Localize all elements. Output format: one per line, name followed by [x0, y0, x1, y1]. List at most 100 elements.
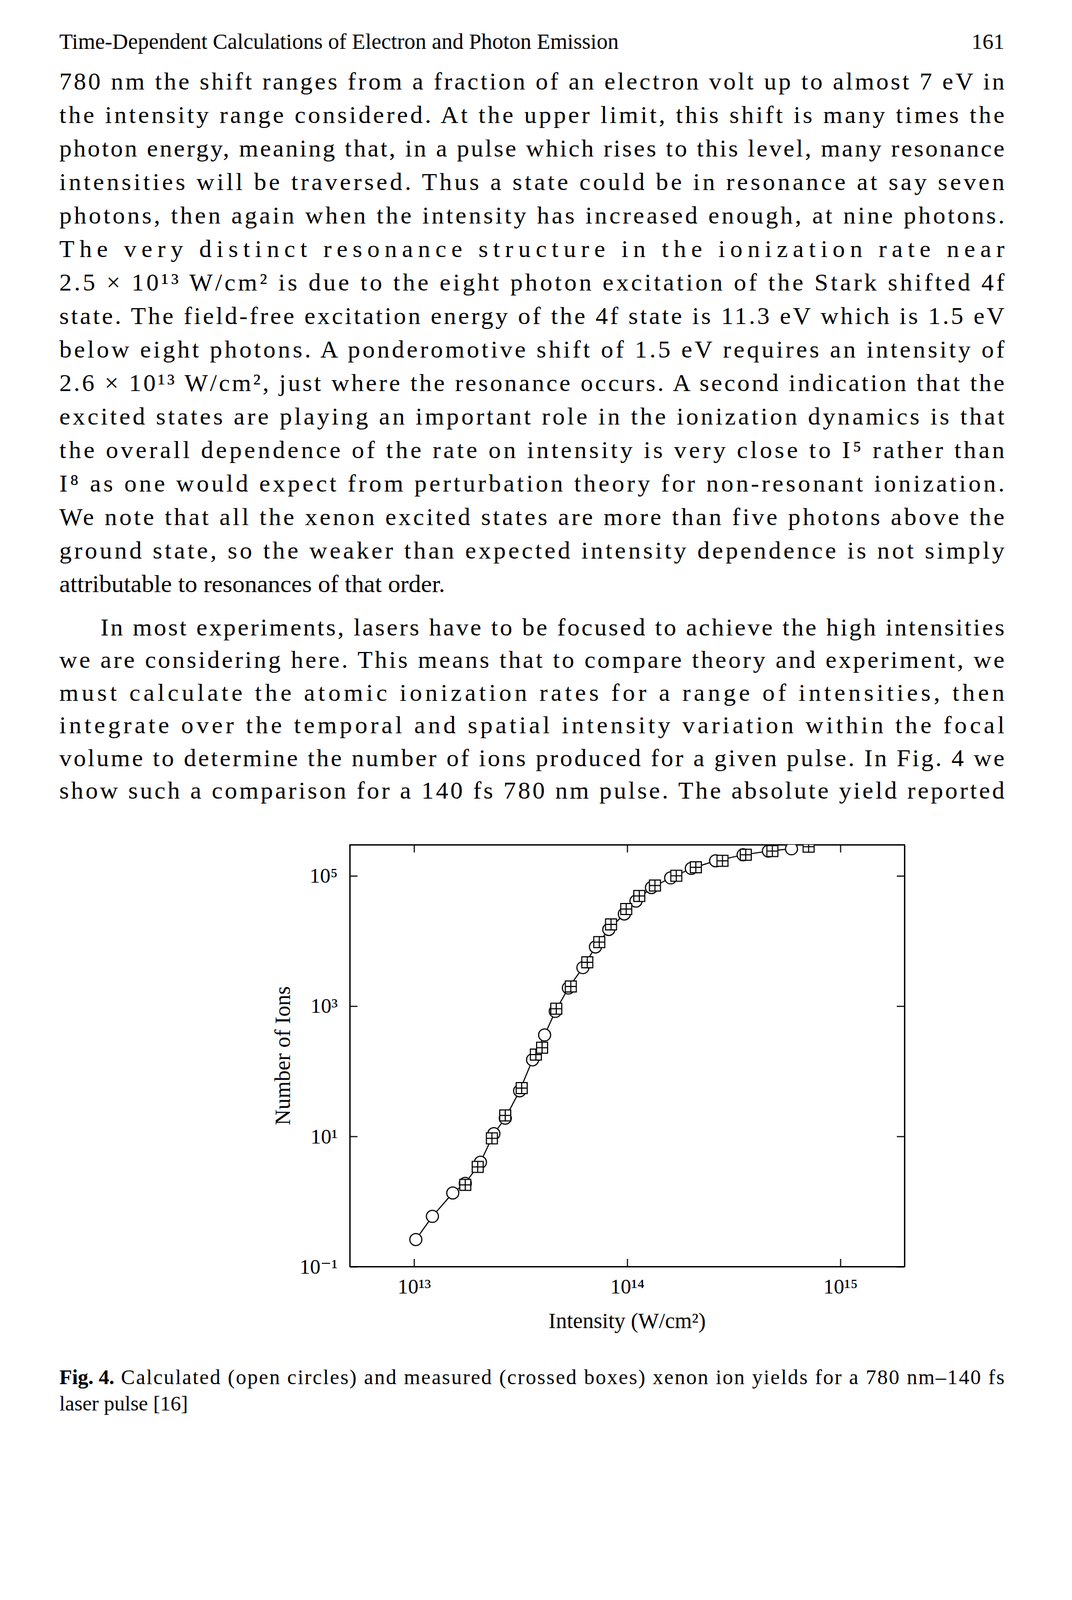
tick: 10¹ — [310, 1124, 358, 1148]
page-number: 161 — [971, 29, 1005, 54]
body-line: must calculate the atomic ionization rat… — [59, 678, 1005, 707]
calculated-point — [538, 1028, 551, 1041]
measured-point — [620, 903, 632, 915]
measured-point — [649, 879, 661, 891]
measured-point — [459, 1179, 471, 1191]
body-line: show such a comparison for a 140 fs 780 … — [59, 776, 1005, 804]
body-line: 2.5 × 10¹³ W/cm² is due to the eight pho… — [59, 268, 1005, 297]
tick-mark — [349, 1135, 358, 1137]
measured-point — [472, 1160, 484, 1172]
caption-line: laser pulse [16] — [59, 1391, 188, 1415]
y-axis-title: Number of Ions — [270, 985, 295, 1125]
measured-point — [605, 918, 617, 930]
calculated-point — [426, 1210, 439, 1223]
tick — [896, 1136, 905, 1137]
measured-point — [499, 1109, 511, 1121]
measured-point — [740, 849, 752, 861]
body-line: the overall dependence of the rate on in… — [59, 436, 1005, 464]
axis-line — [349, 845, 351, 1267]
tick — [896, 1006, 905, 1007]
body-line: volume to determine the number of ions p… — [59, 744, 1005, 772]
body-line: integrate over the temporal and spatial … — [59, 711, 1005, 739]
tick-mark — [627, 844, 629, 853]
series-line — [415, 848, 792, 1239]
tick-mark — [349, 1266, 358, 1268]
running-head: Time-Dependent Calculations of Electron … — [59, 29, 619, 54]
body-line: we are considering here. This means that… — [59, 645, 1005, 674]
plot-frame — [349, 844, 905, 1267]
tick-label: 10¹⁴ — [610, 1274, 645, 1298]
body-line: photon energy, meaning that, in a pulse … — [59, 134, 1005, 163]
tick: 10¹⁵ — [823, 1258, 858, 1298]
tick-label: 10¹³ — [397, 1274, 432, 1298]
calculated-point — [785, 844, 798, 855]
page: Time-Dependent Calculations of Electron … — [0, 0, 1072, 1600]
tick-mark — [896, 875, 905, 877]
measured-point — [717, 855, 729, 867]
axis-line — [904, 845, 906, 1267]
body-line: excited states are playing an important … — [59, 402, 1005, 431]
y-axis-right — [896, 845, 906, 1267]
plot-area — [409, 844, 814, 1246]
body-line: We note that all the xenon excited state… — [59, 503, 1005, 531]
tick-mark — [413, 844, 415, 853]
y-axis: 10⁻¹ 10¹ 10³ 10⁵ — [299, 845, 358, 1278]
tick — [896, 875, 905, 877]
tick-label: 10⁵ — [309, 863, 338, 887]
x-axis: 10¹³ 10¹⁴ 10¹⁵ — [350, 1258, 906, 1298]
body-line: In most experiments, lasers have to be f… — [100, 613, 1005, 641]
tick: 10¹³ — [397, 1258, 432, 1298]
body-line: ground state, so the weaker than expecte… — [59, 536, 1005, 565]
measured-point — [550, 1003, 562, 1015]
chart: 10¹³ 10¹⁴ 10¹⁵ 10⁻¹ 10¹ 10³ 10⁵ Intensity (W/cm… — [270, 841, 906, 1333]
measured-point — [690, 861, 702, 873]
tick: 10³ — [310, 994, 358, 1018]
tick-mark — [349, 1005, 358, 1007]
measured-point — [670, 870, 682, 882]
tick-label: 10³ — [310, 994, 338, 1018]
tick-mark — [896, 1135, 905, 1137]
tick-label: 10¹ — [310, 1124, 338, 1148]
caption-label: Fig. 4. — [59, 1365, 115, 1389]
tick-mark — [840, 844, 842, 853]
calculated-point — [409, 1233, 422, 1246]
measured-point — [766, 845, 778, 857]
body-line: I⁸ as one would expect from perturbation… — [59, 469, 1005, 498]
tick: 10⁻¹ — [299, 1254, 358, 1278]
body-line: The very distinct resonance structure in… — [59, 235, 1005, 263]
x-axis-top — [350, 844, 906, 853]
body-line: photons, then again when the intensity h… — [59, 201, 1005, 230]
measured-point — [565, 980, 577, 992]
tick-mark — [896, 1266, 905, 1268]
measured-point — [581, 956, 593, 968]
body-line: intensities will be traversed. Thus a st… — [59, 168, 1005, 196]
tick-mark — [349, 875, 358, 877]
measured-point — [633, 890, 645, 902]
measured-point — [593, 936, 605, 948]
x-axis-title: Intensity (W/cm²) — [548, 1308, 706, 1333]
body-line: 780 nm the shift ranges from a fraction … — [59, 67, 1005, 96]
tick-mark — [896, 1005, 905, 1007]
body-line: below eight photons. A ponderomotive shi… — [59, 335, 1005, 364]
caption-line: Calculated (open circles) and measured (… — [120, 1365, 1005, 1389]
tick — [896, 1266, 905, 1267]
tick-mark — [840, 1258, 842, 1267]
tick-label: 10¹⁵ — [823, 1274, 858, 1298]
measured-point — [516, 1082, 528, 1094]
tick-label: 10⁻¹ — [299, 1254, 338, 1278]
body-line: 2.6 × 10¹³ W/cm², just where the resonan… — [59, 369, 1005, 397]
tick — [627, 844, 628, 853]
body-line: attributable to resonances of that order… — [59, 570, 445, 598]
measured-point — [536, 1041, 548, 1053]
tick: 10⁵ — [309, 863, 358, 887]
calculated-point — [446, 1186, 459, 1199]
measured-point — [802, 844, 814, 853]
tick — [840, 844, 841, 853]
measured-point — [486, 1132, 498, 1144]
tick: 10¹⁴ — [610, 1258, 645, 1298]
tick-mark — [627, 1258, 629, 1267]
tick-mark — [413, 1258, 415, 1267]
body-line: the intensity range considered. At the u… — [59, 101, 1005, 129]
body-line: state. The field-free excitation energy … — [59, 302, 1005, 330]
tick — [414, 844, 415, 853]
